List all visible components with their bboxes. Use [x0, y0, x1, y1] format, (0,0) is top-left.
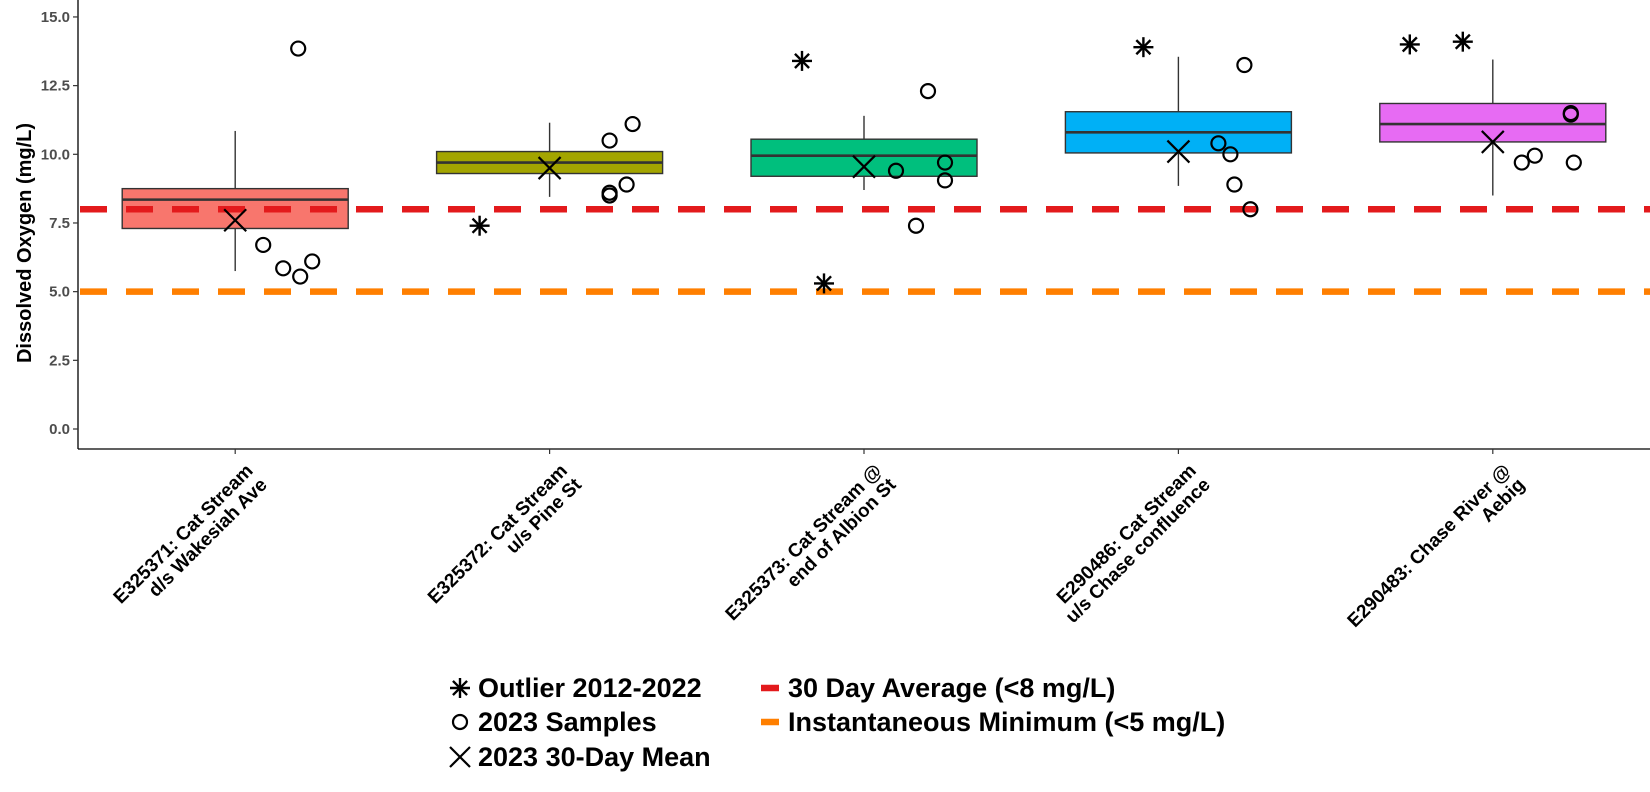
sample-point	[1565, 154, 1582, 171]
outlier-point	[1399, 34, 1420, 55]
sample-point	[1236, 56, 1253, 74]
legend-label: Instantaneous Minimum (<5 mg/L)	[788, 707, 1225, 737]
outlier-point	[469, 215, 490, 236]
sample-point	[907, 217, 925, 234]
sample-point	[275, 260, 292, 277]
legend-cross-icon	[449, 746, 471, 768]
legend-item: Outlier 2012-2022	[450, 673, 702, 703]
y-tick-label: 12.5	[41, 78, 70, 95]
sample-point	[936, 154, 954, 171]
sample-point	[919, 83, 937, 100]
sample-point	[601, 132, 618, 149]
outlier-point	[814, 273, 834, 294]
legend-item: 2023 30-Day Mean	[449, 742, 711, 772]
legend-circle-icon	[451, 713, 469, 731]
mean-marker	[223, 208, 247, 233]
y-tick-label: 10.0	[41, 146, 70, 163]
legend-label: 2023 30-Day Mean	[478, 742, 711, 772]
mean-marker	[1166, 139, 1191, 164]
sample-point	[304, 253, 321, 270]
sample-point	[255, 236, 272, 254]
mean-marker	[1481, 130, 1505, 154]
sample-point	[624, 115, 641, 133]
sample-point	[292, 268, 309, 285]
legend-item: Instantaneous Minimum (<5 mg/L)	[761, 707, 1225, 737]
sample-point	[1513, 154, 1530, 171]
sample-point	[1562, 104, 1579, 122]
sample-point	[601, 184, 618, 201]
x-tick-label: E325371: Cat Streamd/s Wakesiah Ave	[110, 460, 272, 622]
sample-point	[887, 162, 905, 179]
y-tick-label: 5.0	[49, 284, 70, 301]
sample-point	[1210, 135, 1227, 152]
legend-item: 2023 Samples	[451, 707, 657, 737]
box	[750, 138, 978, 177]
legend-label: 30 Day Average (<8 mg/L)	[788, 673, 1115, 703]
y-tick-label: 0.0	[49, 421, 70, 438]
legend-label: Outlier 2012-2022	[478, 673, 702, 703]
legend-label: 2023 Samples	[478, 707, 657, 737]
box	[1379, 102, 1607, 143]
x-tick-label: E290486: Cat Streamu/s Chase confluence	[1048, 460, 1215, 627]
sample-point	[1242, 201, 1259, 218]
x-tick-label: E325372: Cat Streamu/s Pine St	[424, 460, 586, 622]
sample-point	[290, 40, 307, 57]
legend-asterisk-icon	[450, 678, 470, 698]
sample-point	[1226, 176, 1243, 193]
sample-point	[936, 172, 954, 189]
x-tick-label: E325373: Cat Stream @end of Albion St	[722, 460, 901, 639]
legend-item: 30 Day Average (<8 mg/L)	[761, 673, 1115, 703]
mean-marker	[537, 156, 562, 180]
mean-marker	[852, 154, 876, 179]
outlier-point	[792, 50, 812, 71]
y-tick-label: 15.0	[41, 9, 70, 26]
sample-point	[1526, 147, 1543, 164]
outlier-point	[1452, 31, 1473, 52]
sample-point	[618, 176, 635, 193]
y-tick-label: 2.5	[49, 352, 70, 369]
y-tick-label: 7.5	[49, 215, 70, 232]
outlier-point	[1133, 37, 1154, 58]
x-tick-label: E290483: Chase River @Aebig	[1344, 460, 1529, 645]
sample-point	[1222, 146, 1239, 163]
y-axis-title: Dissolved Oxygen (mg/L)	[14, 123, 36, 363]
